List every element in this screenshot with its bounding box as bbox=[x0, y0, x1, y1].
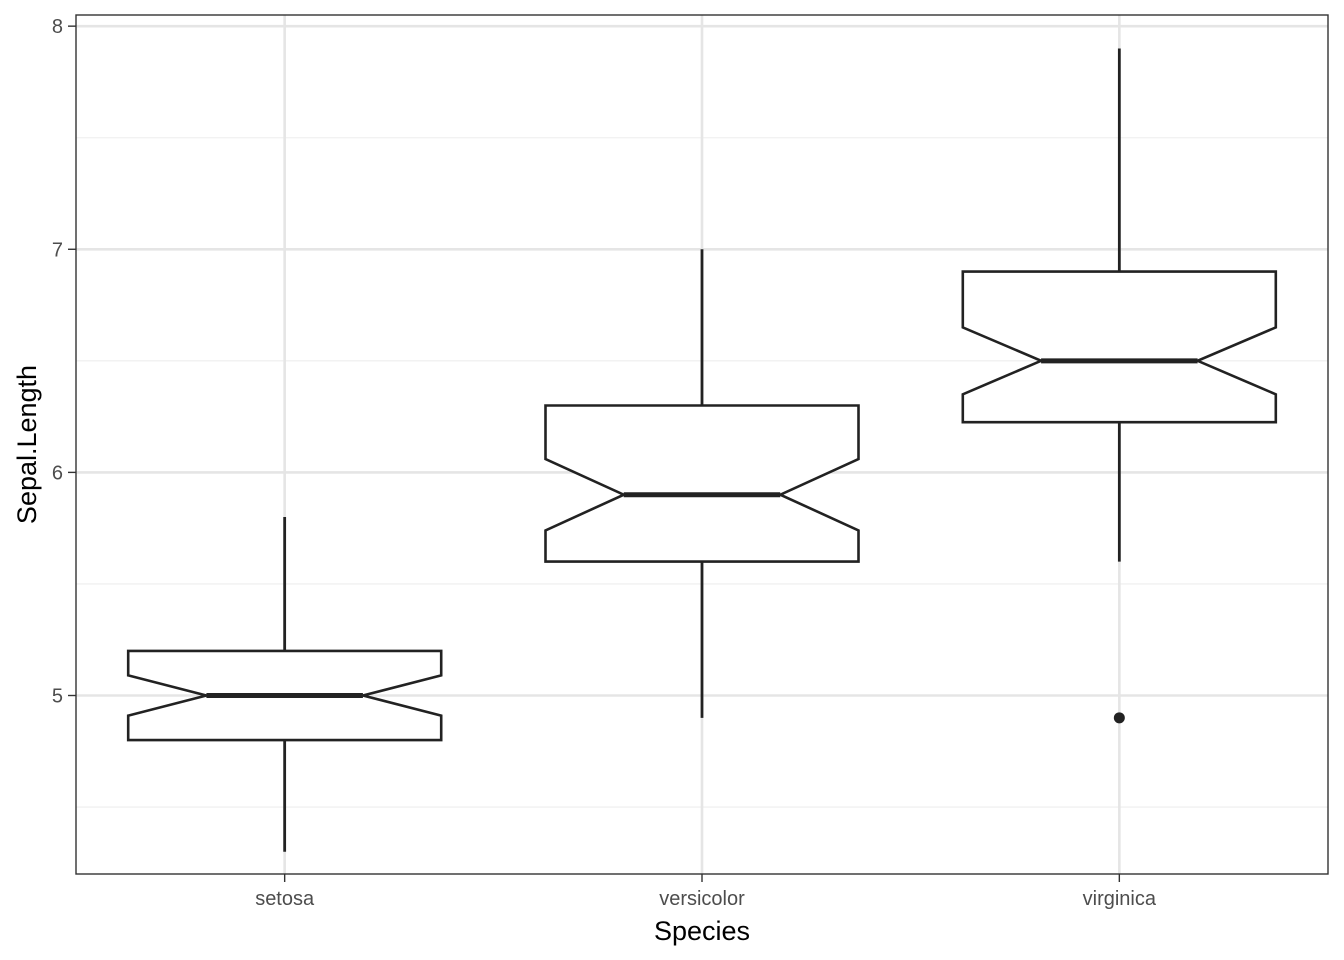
x-axis: setosa versicolor virginica bbox=[255, 874, 1157, 910]
box-body bbox=[544, 404, 860, 563]
x-axis-title: Species bbox=[654, 916, 750, 946]
y-tick-label: 5 bbox=[52, 686, 63, 708]
y-tick-label: 6 bbox=[52, 462, 63, 484]
box-setosa bbox=[126, 517, 443, 852]
boxes bbox=[126, 48, 1278, 852]
y-axis: 5 6 7 8 bbox=[52, 16, 76, 708]
x-tick-label-virginica: virginica bbox=[1083, 888, 1157, 910]
y-tick-label: 8 bbox=[52, 16, 63, 38]
y-tick-label: 7 bbox=[52, 239, 63, 261]
box-virginica bbox=[961, 48, 1278, 724]
x-tick-label-versicolor: versicolor bbox=[659, 888, 745, 910]
box-versicolor bbox=[544, 249, 860, 718]
y-axis-title: Sepal.Length bbox=[12, 365, 42, 524]
x-tick-label-setosa: setosa bbox=[255, 888, 315, 910]
box-body bbox=[961, 270, 1278, 424]
outlier-point bbox=[1113, 712, 1125, 724]
